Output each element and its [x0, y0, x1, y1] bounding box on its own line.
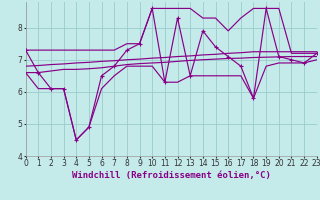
X-axis label: Windchill (Refroidissement éolien,°C): Windchill (Refroidissement éolien,°C)	[72, 171, 271, 180]
